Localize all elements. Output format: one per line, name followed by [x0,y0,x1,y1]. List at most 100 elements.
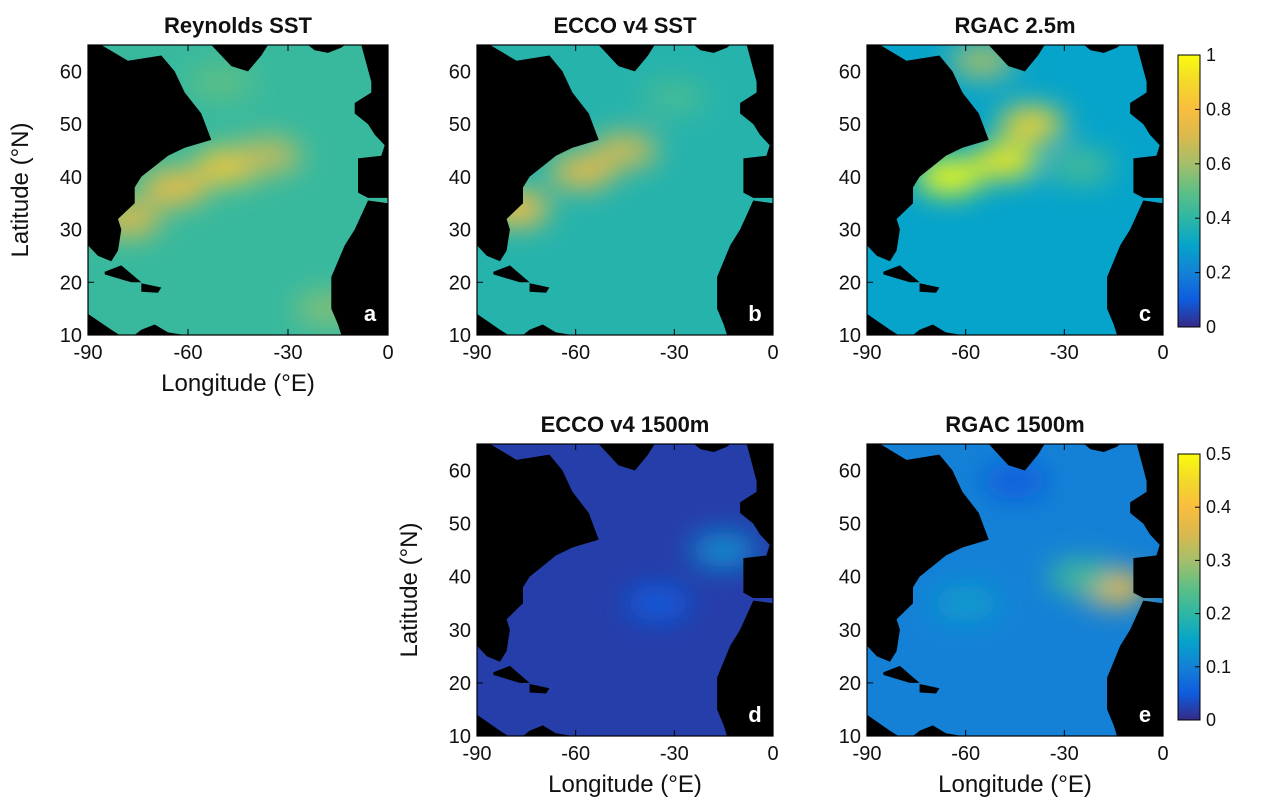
panel-label: b [748,301,761,326]
y-tick-label: 60 [839,61,861,83]
y-tick-label: 40 [839,567,861,589]
y-tick-label: 50 [449,514,471,536]
cuba-land [493,665,530,683]
north-america-land [867,444,989,662]
y-tick-label: 40 [449,167,471,189]
x-tick-label: 0 [1157,743,1168,765]
field-feature [141,169,208,205]
iceland-land [694,45,731,53]
y-tick-label: 30 [449,620,471,642]
panel-label: e [1139,702,1151,727]
north-america-land [88,45,212,262]
x-tick-label: -60 [951,342,980,364]
colorbar-tick-label: 0 [1206,317,1216,337]
field-feature [1048,148,1114,184]
x-tick-label: 0 [767,342,778,364]
cuba-land [493,265,530,283]
y-tick-label: 20 [60,272,82,294]
field-feature [641,80,707,116]
y-tick-label: 40 [449,567,471,589]
colorbar-tick-label: 0.3 [1206,550,1231,570]
europe-land [740,444,773,598]
y-tick-label: 50 [839,114,861,136]
y-tick-label: 30 [839,220,861,242]
greenland-land [188,45,268,72]
panel-title: RGAC 1500m [945,412,1084,437]
colorbar-tick-label: 0.2 [1206,263,1231,283]
greenland-land [965,444,1045,471]
panel-title: RGAC 2.5m [954,13,1075,38]
colorbar-gradient [1177,54,1201,328]
x-axis-label: Longitude (°E) [548,771,702,798]
greenland-land [965,45,1045,72]
x-axis-label: Longitude (°E) [161,370,315,397]
europe-land [1130,45,1163,198]
iceland-land [694,444,731,452]
axes-frame [87,44,389,336]
x-tick-label: 0 [767,743,778,765]
panel-label: a [364,301,377,326]
africa-land [717,600,773,736]
colorbar-tick-label: 0.5 [1206,444,1231,464]
y-tick-label: 10 [839,726,861,748]
y-tick-label: 20 [449,673,471,695]
africa-land [1107,600,1163,736]
x-tick-label: 0 [382,342,393,364]
north-america-land [477,444,599,662]
panel-ecco-1500m: ECCO v4 1500m d -90 -60 -30 0 10 20 30 40 50 60 Long… [396,412,779,798]
field-feature [691,532,757,568]
x-tick-label: -60 [174,342,203,364]
x-tick-label: -30 [1050,743,1079,765]
colorbar-tick-label: 0.4 [1206,208,1231,228]
y-axis-label: Latitude (°N) [396,523,423,658]
x-tick-label: 0 [1157,342,1168,364]
axes-frame [866,443,1164,737]
y-tick-label: 50 [449,114,471,136]
x-tick-label: -30 [274,342,303,364]
field-feature [1048,559,1114,595]
x-tick-label: -90 [853,342,882,364]
field-feature [235,138,301,174]
colorbar-tick-label: 0.1 [1206,657,1231,677]
europe-land [740,45,773,198]
y-tick-label: 20 [839,673,861,695]
y-tick-label: 30 [449,220,471,242]
colorbar-tick-label: 1 [1206,45,1216,65]
x-tick-label: -90 [853,743,882,765]
field-feature [916,159,982,195]
colorbar-tick-label: 0.4 [1206,497,1231,517]
x-tick-label: -30 [660,342,689,364]
hispaniola-land [919,684,940,694]
panel-rgac-2.5m: RGAC 2.5m c -90 -60 -30 0 10 20 30 40 50 60 [839,13,1169,364]
field-feature [982,463,1048,499]
y-tick-label: 50 [60,114,82,136]
south-america-land [477,714,583,736]
y-tick-label: 20 [449,272,471,294]
x-tick-label: -30 [1050,342,1079,364]
y-tick-label: 10 [60,325,82,347]
y-tick-label: 60 [449,461,471,483]
north-america-land [477,45,599,262]
colorbar-tick-label: 0.6 [1206,154,1231,174]
south-america-land [867,313,973,335]
south-america-land [88,313,195,335]
y-tick-label: 60 [839,461,861,483]
greenland-land [575,444,655,471]
y-tick-label: 60 [60,61,82,83]
panel-title: Reynolds SST [164,13,312,38]
colorbar-cb-top: 1 0.8 0.6 0.4 0.2 0 [1177,45,1231,337]
europe-land [354,45,388,198]
y-tick-label: 20 [839,272,861,294]
colorbar-tick-label: 0.2 [1206,604,1231,624]
y-tick-label: 10 [839,325,861,347]
panel-ecco-sst: ECCO v4 SST b -90 -60 -30 0 10 20 30 40 50 60 [449,13,779,364]
y-tick-label: 40 [839,167,861,189]
cuba-land [104,265,142,283]
south-america-land [477,313,583,335]
field-feature [998,106,1065,142]
y-tick-label: 50 [839,514,861,536]
iceland-land [308,45,345,53]
y-tick-label: 30 [60,220,82,242]
colorbar-tick-label: 0 [1206,710,1216,730]
